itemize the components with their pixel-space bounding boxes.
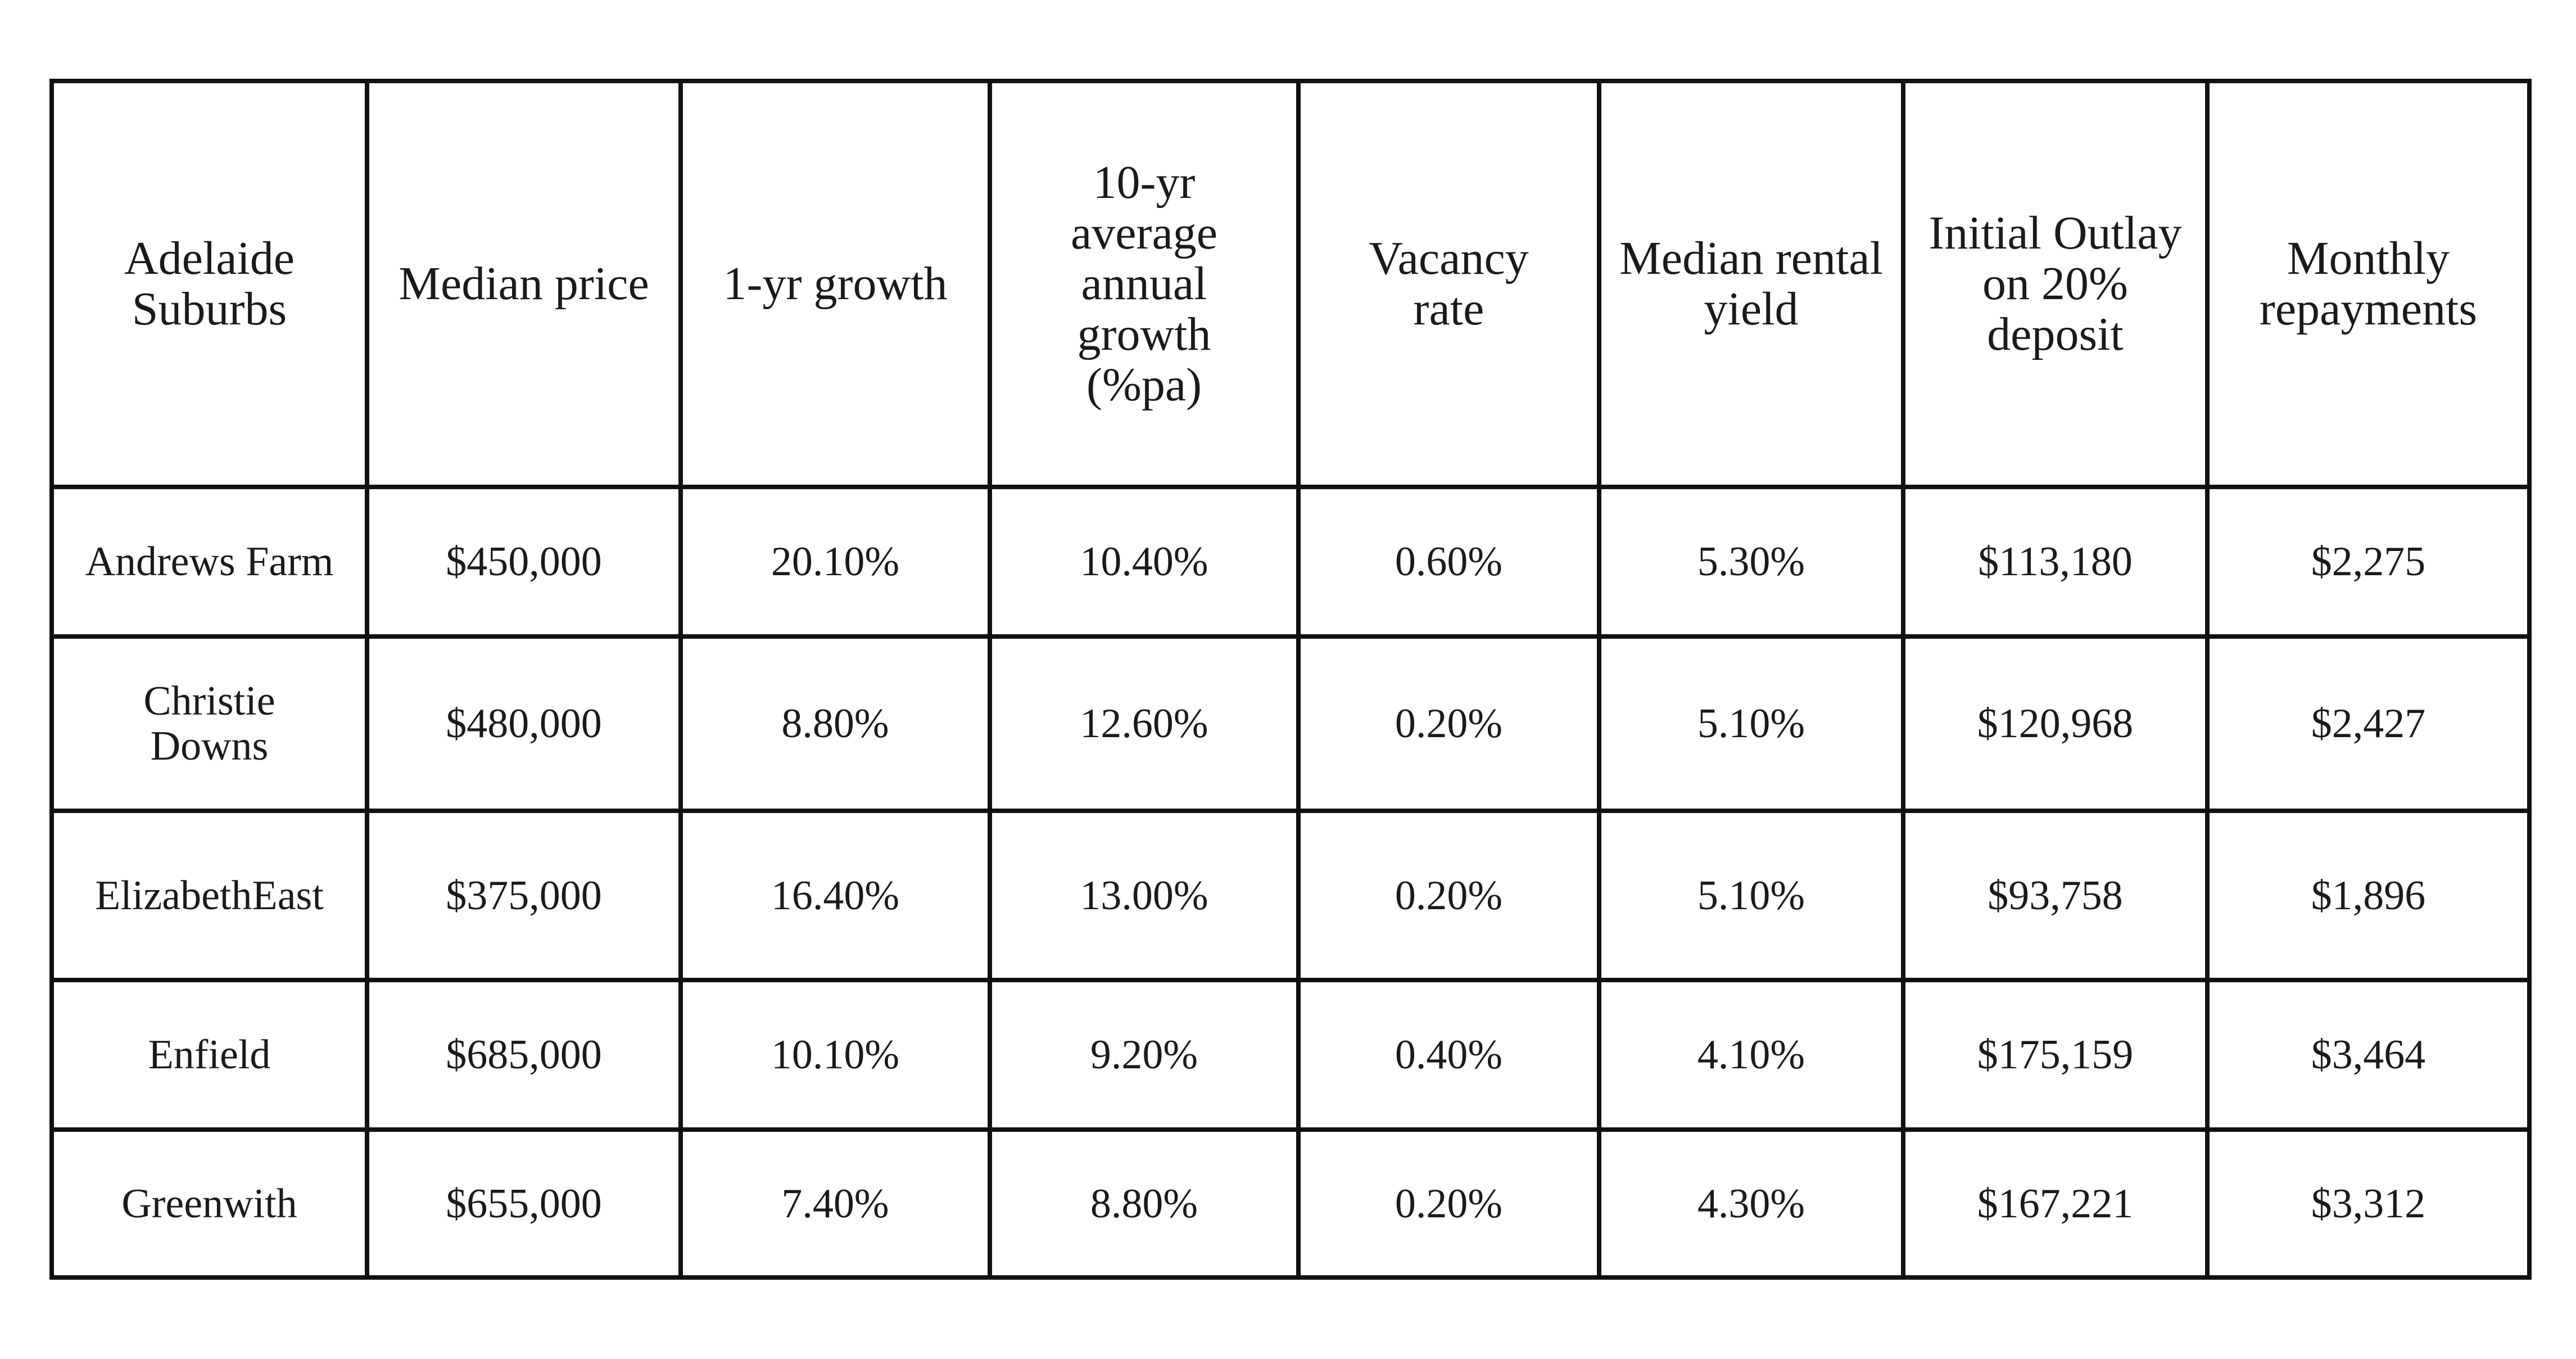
table-cell: 8.80% <box>678 634 992 813</box>
table-cell: 0.60% <box>1296 485 1601 639</box>
table-row: Andrews Farm $450,000 20.10% 10.40% 0.60% 5.3… <box>49 485 2532 639</box>
table-cell: $480,000 <box>365 634 683 813</box>
table-cell: 8.80% <box>988 1127 1301 1280</box>
table-cell: $685,000 <box>365 978 683 1132</box>
header-cell: Vacancy rate <box>1296 79 1601 489</box>
table-cell: 10.10% <box>678 978 992 1132</box>
data-table: Adelaide Suburbs Median price 1-yr growth 1… <box>49 79 2532 1280</box>
table-cell: $175,159 <box>1901 978 2210 1132</box>
table-row: Enfield $685,000 10.10% 9.20% 0.40% 4.10% $175… <box>49 978 2532 1132</box>
table-cell: 20.10% <box>678 485 992 639</box>
table-cell: 13.00% <box>988 809 1301 982</box>
header-cell: 10-yr average annual growth (%pa) <box>988 79 1301 489</box>
table-cell: 0.20% <box>1296 634 1601 813</box>
table-cell: 9.20% <box>988 978 1301 1132</box>
table-cell: 4.10% <box>1597 978 1905 1132</box>
table-cell: 0.40% <box>1296 978 1601 1132</box>
table-cell: 4.30% <box>1597 1127 1905 1280</box>
table-row: ElizabethEast $375,000 16.40% 13.00% 0.20% 5.… <box>49 809 2532 982</box>
table-cell: Andrews Farm <box>49 485 369 639</box>
table-cell: $2,427 <box>2205 634 2532 813</box>
table-cell: Greenwith <box>49 1127 369 1280</box>
table-cell: ElizabethEast <box>49 809 369 982</box>
header-cell: 1-yr growth <box>678 79 992 489</box>
table-row: Christie Downs $480,000 8.80% 12.60% 0.20% 5.… <box>49 634 2532 813</box>
table-cell: $375,000 <box>365 809 683 982</box>
table-cell: $3,464 <box>2205 978 2532 1132</box>
table-cell: Christie Downs <box>49 634 369 813</box>
table-cell: 0.20% <box>1296 1127 1601 1280</box>
table-cell: 5.30% <box>1597 485 1905 639</box>
table-cell: $1,896 <box>2205 809 2532 982</box>
table-header: Adelaide Suburbs Median price 1-yr growth 1… <box>49 79 2532 489</box>
table-cell: $3,312 <box>2205 1127 2532 1280</box>
header-cell: Initial Outlay on 20% deposit <box>1901 79 2210 489</box>
table-cell: Enfield <box>49 978 369 1132</box>
header-cell: Median price <box>365 79 683 489</box>
table-cell: 0.20% <box>1296 809 1601 982</box>
table-cell: 5.10% <box>1597 809 1905 982</box>
table-cell: 12.60% <box>988 634 1301 813</box>
table-cell: 5.10% <box>1597 634 1905 813</box>
table-cell: $120,968 <box>1901 634 2210 813</box>
table-body: Andrews Farm $450,000 20.10% 10.40% 0.60% 5.3… <box>49 485 2532 1280</box>
header-row: Adelaide Suburbs Median price 1-yr growth 1… <box>49 79 2532 489</box>
table-cell: $167,221 <box>1901 1127 2210 1280</box>
header-cell: Adelaide Suburbs <box>49 79 369 489</box>
table-row: Greenwith $655,000 7.40% 8.80% 0.20% 4.30% $16… <box>49 1127 2532 1280</box>
table-cell: $655,000 <box>365 1127 683 1280</box>
table-cell: $450,000 <box>365 485 683 639</box>
table-cell: $93,758 <box>1901 809 2210 982</box>
table-cell: $2,275 <box>2205 485 2532 639</box>
table-cell: 16.40% <box>678 809 992 982</box>
table-cell: 7.40% <box>678 1127 992 1280</box>
table-cell: 10.40% <box>988 485 1301 639</box>
header-cell: Monthly repayments <box>2205 79 2532 489</box>
header-cell: Median rental yield <box>1597 79 1905 489</box>
table-cell: $113,180 <box>1901 485 2210 639</box>
